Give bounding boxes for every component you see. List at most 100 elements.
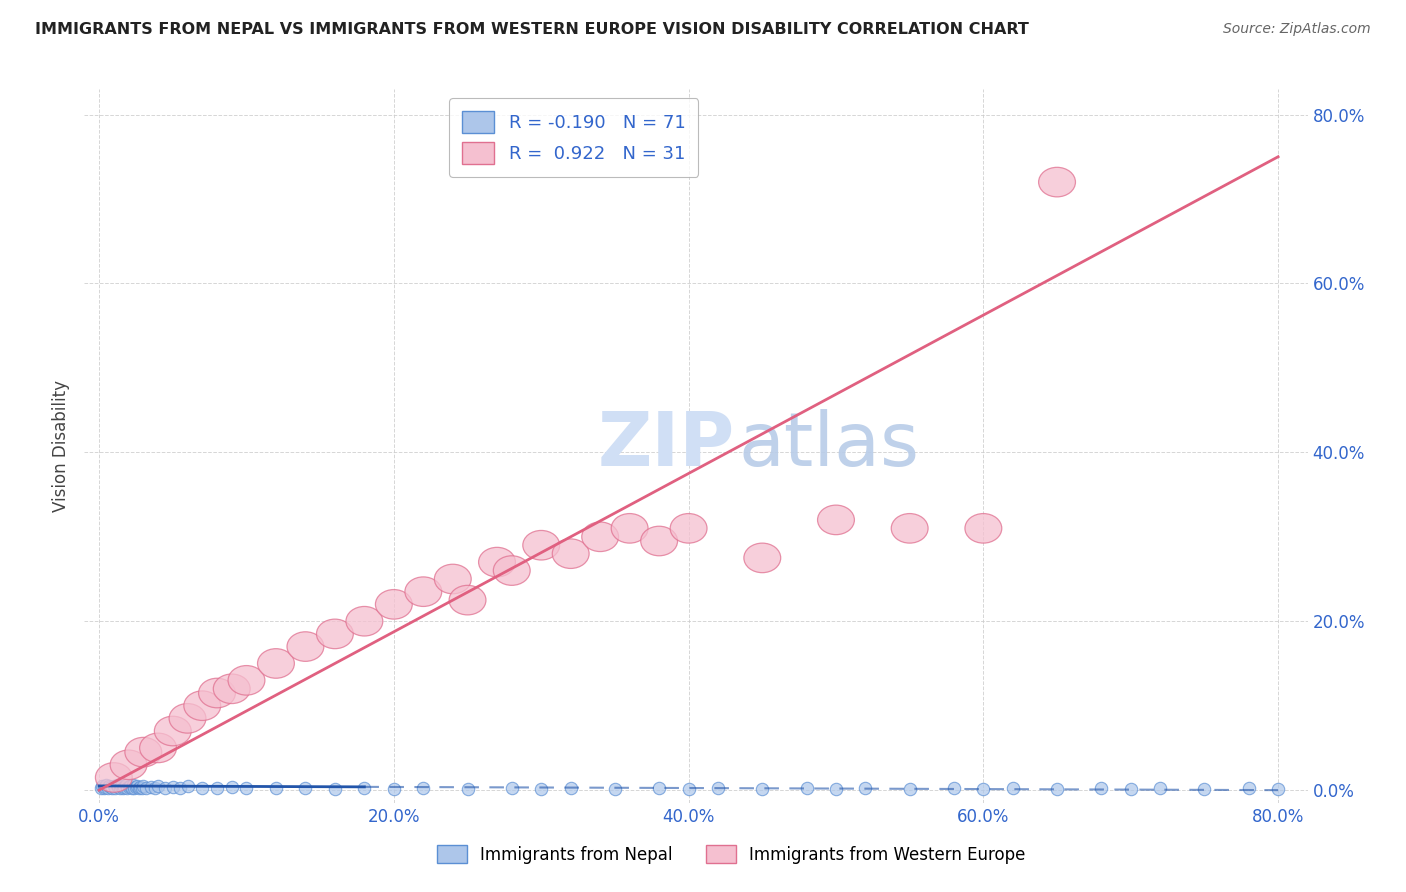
Point	[96, 778, 118, 792]
Point	[93, 781, 115, 796]
Point	[1046, 782, 1069, 797]
Y-axis label: Vision Disability: Vision Disability	[52, 380, 70, 512]
Point	[104, 780, 127, 795]
Point	[94, 780, 117, 794]
Point	[1194, 782, 1216, 797]
Ellipse shape	[405, 577, 441, 607]
Ellipse shape	[744, 543, 780, 573]
Ellipse shape	[110, 750, 148, 780]
Ellipse shape	[257, 648, 294, 678]
Ellipse shape	[287, 632, 323, 661]
Point	[155, 780, 177, 795]
Point	[139, 780, 162, 794]
Point	[1149, 780, 1171, 795]
Point	[118, 779, 141, 793]
Ellipse shape	[375, 590, 412, 619]
Ellipse shape	[96, 763, 132, 792]
Point	[191, 780, 214, 795]
Point	[205, 781, 228, 796]
Point	[1090, 781, 1112, 796]
Point	[105, 778, 128, 792]
Text: atlas: atlas	[738, 409, 920, 483]
Point	[603, 782, 626, 797]
Point	[103, 779, 125, 793]
Ellipse shape	[434, 565, 471, 594]
Ellipse shape	[641, 526, 678, 556]
Point	[707, 780, 730, 795]
Point	[108, 781, 131, 796]
Point	[501, 781, 523, 796]
Point	[1267, 782, 1289, 797]
Ellipse shape	[139, 733, 177, 763]
Ellipse shape	[155, 716, 191, 746]
Point	[111, 780, 134, 795]
Point	[114, 778, 136, 792]
Ellipse shape	[1039, 168, 1076, 197]
Ellipse shape	[169, 704, 205, 733]
Ellipse shape	[198, 678, 235, 707]
Ellipse shape	[891, 514, 928, 543]
Point	[176, 779, 198, 793]
Point	[382, 782, 405, 797]
Point	[117, 780, 139, 794]
Point	[124, 781, 146, 796]
Point	[264, 781, 287, 796]
Point	[121, 780, 143, 795]
Point	[1001, 780, 1024, 795]
Ellipse shape	[228, 665, 264, 695]
Ellipse shape	[125, 738, 162, 767]
Point	[107, 780, 129, 794]
Text: ZIP: ZIP	[598, 409, 735, 483]
Point	[128, 780, 150, 795]
Point	[162, 780, 184, 794]
Point	[530, 782, 553, 797]
Point	[678, 782, 700, 797]
Point	[129, 780, 152, 794]
Point	[751, 782, 773, 797]
Ellipse shape	[214, 674, 250, 704]
Ellipse shape	[316, 619, 353, 648]
Point	[132, 779, 155, 793]
Point	[115, 781, 138, 796]
Point	[101, 781, 124, 796]
Text: IMMIGRANTS FROM NEPAL VS IMMIGRANTS FROM WESTERN EUROPE VISION DISABILITY CORREL: IMMIGRANTS FROM NEPAL VS IMMIGRANTS FROM…	[35, 22, 1029, 37]
Point	[110, 779, 132, 793]
Point	[127, 779, 149, 793]
Point	[98, 779, 121, 793]
Point	[972, 782, 994, 797]
Ellipse shape	[817, 505, 855, 534]
Point	[855, 781, 877, 796]
Ellipse shape	[582, 522, 619, 551]
Point	[112, 780, 135, 794]
Point	[825, 782, 848, 797]
Point	[169, 781, 191, 796]
Point	[323, 782, 346, 797]
Point	[294, 780, 316, 795]
Point	[100, 780, 122, 794]
Ellipse shape	[478, 548, 516, 577]
Text: Source: ZipAtlas.com: Source: ZipAtlas.com	[1223, 22, 1371, 37]
Ellipse shape	[449, 585, 486, 615]
Point	[91, 779, 114, 793]
Point	[97, 780, 120, 795]
Point	[353, 781, 375, 796]
Legend: Immigrants from Nepal, Immigrants from Western Europe: Immigrants from Nepal, Immigrants from W…	[430, 838, 1032, 871]
Point	[135, 780, 157, 795]
Point	[221, 780, 243, 794]
Point	[90, 780, 112, 795]
Ellipse shape	[671, 514, 707, 543]
Point	[1119, 782, 1142, 797]
Point	[235, 780, 257, 795]
Legend: R = -0.190   N = 71, R =  0.922   N = 31: R = -0.190 N = 71, R = 0.922 N = 31	[449, 98, 699, 177]
Point	[648, 781, 671, 796]
Point	[143, 781, 166, 796]
Point	[796, 781, 818, 796]
Point	[125, 780, 148, 794]
Point	[898, 782, 921, 797]
Point	[122, 778, 145, 792]
Ellipse shape	[346, 607, 382, 636]
Point	[1237, 781, 1260, 796]
Point	[560, 780, 582, 795]
Point	[412, 780, 434, 795]
Ellipse shape	[494, 556, 530, 585]
